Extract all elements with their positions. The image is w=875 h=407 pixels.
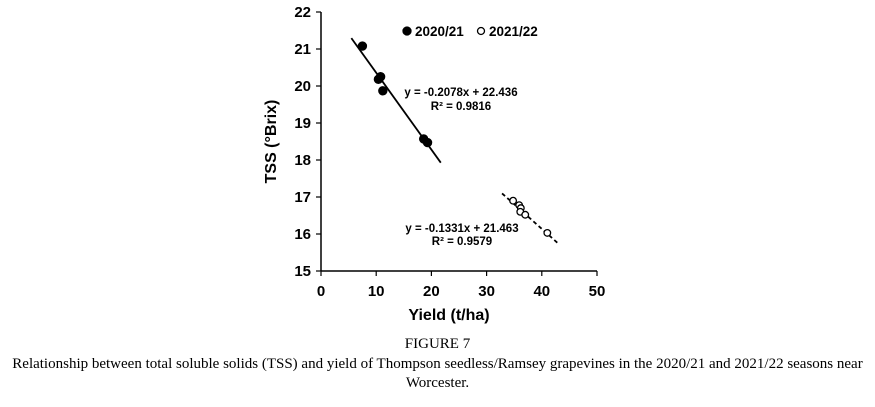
trendline-series-2 <box>501 192 561 246</box>
data-point-series-2 <box>543 228 552 237</box>
x-tick-label: 50 <box>589 283 606 300</box>
y-tick-label: 21 <box>294 41 311 58</box>
y-tick-label: 15 <box>294 263 311 280</box>
equation-annotations: y = -0.2078x + 22.436 R² = 0.9816 y = -0.1… <box>404 87 518 248</box>
y-tick-label: 20 <box>294 78 311 95</box>
y-tick-label: 17 <box>294 189 311 206</box>
r-squared-series-1: R² = 0.9816 <box>431 101 491 113</box>
legend-marker-series-1 <box>402 26 412 36</box>
r-squared-series-2: R² = 0.9579 <box>432 236 492 248</box>
data-point-series-1 <box>357 41 368 51</box>
data-point-series-2 <box>509 196 518 205</box>
x-tick-label: 10 <box>368 283 385 300</box>
data-point-series-1 <box>375 72 386 82</box>
y-tick-label: 18 <box>294 152 311 169</box>
x-tick-label: 40 <box>533 283 550 300</box>
x-tick-label: 0 <box>317 283 325 300</box>
legend-marker-series-2 <box>476 26 486 36</box>
x-tick-label: 20 <box>423 283 440 300</box>
x-tick-label: 30 <box>478 283 495 300</box>
equation-series-2: y = -0.1331x + 21.463 <box>405 223 518 235</box>
y-tick-label: 16 <box>294 226 311 243</box>
figure-caption: Relationship between total soluble solid… <box>12 356 863 391</box>
data-point-series-1 <box>422 137 433 148</box>
figure-label: FIGURE 7 <box>404 336 471 352</box>
y-tick-label: 22 <box>294 4 311 21</box>
legend-label-series-1: 2020/21 <box>415 24 464 39</box>
axes: 0 10 20 30 40 50 15 16 17 18 19 20 21 22 Yield (t/ha) T… <box>263 4 605 324</box>
equation-series-1: y = -0.2078x + 22.436 <box>404 87 517 99</box>
x-axis-title: Yield (t/ha) <box>408 307 489 324</box>
legend-label-series-2: 2021/22 <box>489 24 538 39</box>
y-tick-label: 19 <box>294 115 311 132</box>
data-point-series-1 <box>378 86 388 96</box>
legend: 2020/21 2021/22 <box>402 24 538 39</box>
scatter-chart: 0 10 20 30 40 50 15 16 17 18 19 20 21 22 Yield (t/ha) T… <box>263 4 605 324</box>
data-points <box>357 41 552 237</box>
y-axis-title: TSS (°Brix) <box>263 100 280 184</box>
data-point-series-2 <box>521 210 530 219</box>
